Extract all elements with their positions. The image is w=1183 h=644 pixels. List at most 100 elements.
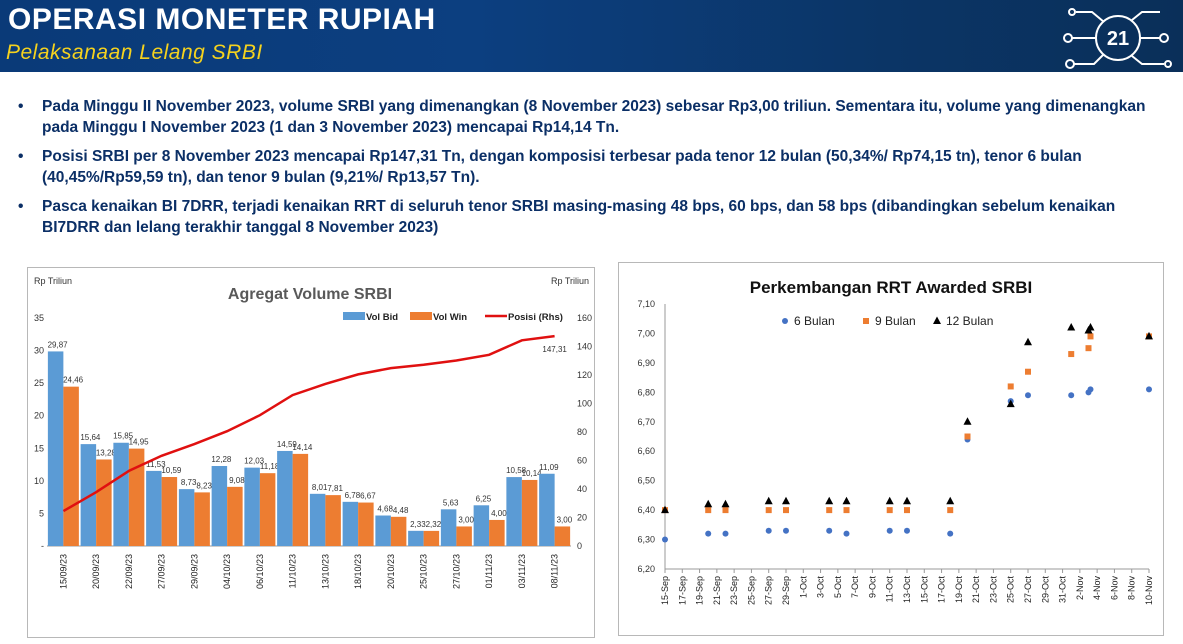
legend-marker — [782, 318, 788, 324]
point-9-bulan — [1068, 351, 1075, 358]
x-tick-label: 6-Nov — [1109, 576, 1119, 601]
point-6-bulan — [843, 530, 850, 537]
bar-vol-win — [456, 526, 472, 546]
y-tick-label-left: 35 — [34, 313, 44, 323]
legend-label: Vol Bid — [366, 312, 398, 323]
point-9-bulan — [947, 507, 954, 514]
legend-swatch — [410, 312, 432, 320]
bar-vol-win — [292, 453, 309, 546]
x-tick-label: 29-Oct — [1040, 576, 1050, 604]
point-12-bulan — [1067, 323, 1076, 331]
data-label-vol-win: 4,00 — [491, 509, 507, 518]
y-tick-label-right: 160 — [577, 313, 592, 323]
x-tick-label: 9-Oct — [867, 576, 877, 599]
y-tick-label: 6,20 — [637, 564, 655, 574]
point-6-bulan — [765, 527, 772, 534]
point-9-bulan — [783, 507, 789, 514]
point-6-bulan — [904, 527, 910, 534]
point-9-bulan — [843, 507, 850, 514]
point-12-bulan — [946, 496, 955, 505]
legend-swatch — [343, 312, 365, 320]
x-tick-label: 25/10/23 — [419, 554, 429, 589]
bar-vol-bid — [178, 489, 195, 546]
volume-chart-panel: Rp Triliun Rp Triliun Agregat Volume SRBI -… — [27, 267, 595, 638]
bar-vol-bid — [473, 505, 490, 546]
chart-title: Agregat Volume SRBI — [228, 286, 392, 303]
point-12-bulan — [1024, 337, 1032, 346]
bullet-item: • Pada Minggu II November 2023, volume SR… — [18, 98, 1146, 136]
chart-title: Perkembangan RRT Awarded SRBI — [750, 278, 1032, 297]
point-12-bulan — [963, 417, 972, 425]
point-9-bulan — [904, 507, 910, 514]
data-label-vol-win: 24,46 — [63, 376, 84, 385]
bar-vol-bid — [440, 509, 457, 546]
bar-vol-win — [554, 526, 571, 546]
x-tick-label: 01/11/23 — [484, 554, 494, 588]
point-12-bulan — [885, 496, 894, 505]
legend-label: 9 Bulan — [875, 314, 916, 328]
bar-vol-win — [423, 530, 440, 546]
x-tick-label: 27/09/23 — [157, 554, 167, 589]
data-label-vol-win: 4,48 — [393, 506, 409, 515]
data-label-vol-win: 13,28 — [96, 448, 117, 457]
bullet-text: Posisi SRBI per 8 November 2023 mencapai… — [42, 148, 1082, 186]
data-label-vol-win: 6,67 — [360, 492, 376, 501]
y-tick-label-right: 40 — [577, 484, 587, 494]
point-12-bulan — [704, 499, 713, 508]
x-tick-label: 19-Sep — [695, 576, 705, 605]
bullet-list: • Pada Minggu II November 2023, volume SR… — [14, 96, 1174, 246]
y-tick-label-left: 20 — [34, 411, 44, 421]
bar-vol-win — [194, 492, 210, 546]
data-label-vol-win: 14,14 — [292, 443, 313, 452]
x-tick-label: 20/10/23 — [386, 554, 396, 589]
page-subtitle: Pelaksanaan Lelang SRBI — [6, 41, 263, 64]
x-tick-label: 13/10/23 — [320, 554, 330, 589]
bar-vol-bid — [211, 466, 228, 546]
bar-vol-win — [521, 479, 538, 546]
y-tick-label: 7,00 — [637, 328, 655, 338]
y-axis-label-right: Rp Triliun — [551, 276, 589, 286]
bar-vol-bid — [277, 450, 293, 546]
data-label-vol-bid: 14,59 — [277, 440, 298, 449]
y-tick-label-left: 5 — [39, 508, 44, 518]
data-label-vol-bid: 11,09 — [539, 463, 559, 472]
bar-vol-win — [96, 459, 112, 546]
bar-vol-bid — [146, 470, 162, 546]
point-6-bulan — [662, 536, 668, 543]
point-12-bulan — [1145, 331, 1153, 340]
bar-vol-bid — [375, 515, 391, 546]
bar-vol-bid — [80, 444, 97, 546]
data-label-vol-win: 3,00 — [557, 515, 573, 524]
point-6-bulan — [722, 530, 729, 537]
point-6-bulan — [1068, 392, 1075, 399]
x-tick-label: 10-Nov — [1144, 576, 1154, 606]
data-label-vol-win: 3,00 — [458, 515, 474, 524]
volume-chart: Rp Triliun Rp Triliun Agregat Volume SRBI -… — [34, 276, 592, 589]
x-tick-label: 08/11/23 — [550, 554, 560, 588]
data-label-vol-win: 9,08 — [229, 476, 245, 485]
x-tick-label: 15/09/23 — [58, 554, 68, 589]
data-label-vol-bid: 15,64 — [80, 433, 101, 442]
y-tick-label-right: 60 — [577, 456, 587, 466]
point-9-bulan — [1007, 383, 1014, 390]
x-tick-label: 27/10/23 — [451, 554, 461, 589]
data-label-vol-bid: 11,53 — [146, 460, 166, 469]
y-tick-label-left: 15 — [34, 443, 44, 453]
x-tick-label: 03/11/23 — [517, 554, 527, 588]
y-tick-label-right: 120 — [577, 370, 592, 380]
data-label-vol-bid: 6,78 — [345, 491, 361, 500]
y-tick-label-left: - — [41, 541, 44, 551]
y-tick-label: 6,80 — [637, 387, 655, 397]
page-number: 21 — [1107, 28, 1129, 50]
point-9-bulan — [1087, 333, 1094, 340]
bar-vol-bid — [113, 442, 129, 546]
point-6-bulan — [886, 527, 893, 534]
bar-vol-win — [358, 502, 374, 546]
bullet-item: • Posisi SRBI per 8 November 2023 mencapa… — [18, 148, 1082, 186]
data-label-vol-win: 7,81 — [327, 484, 343, 493]
data-label-vol-win: 10,59 — [161, 466, 182, 475]
data-label-vol-bid: 5,63 — [443, 498, 459, 507]
page-number-badge: 21 — [1063, 8, 1172, 69]
x-tick-label: 23-Sep — [729, 576, 739, 605]
point-9-bulan — [765, 507, 772, 514]
